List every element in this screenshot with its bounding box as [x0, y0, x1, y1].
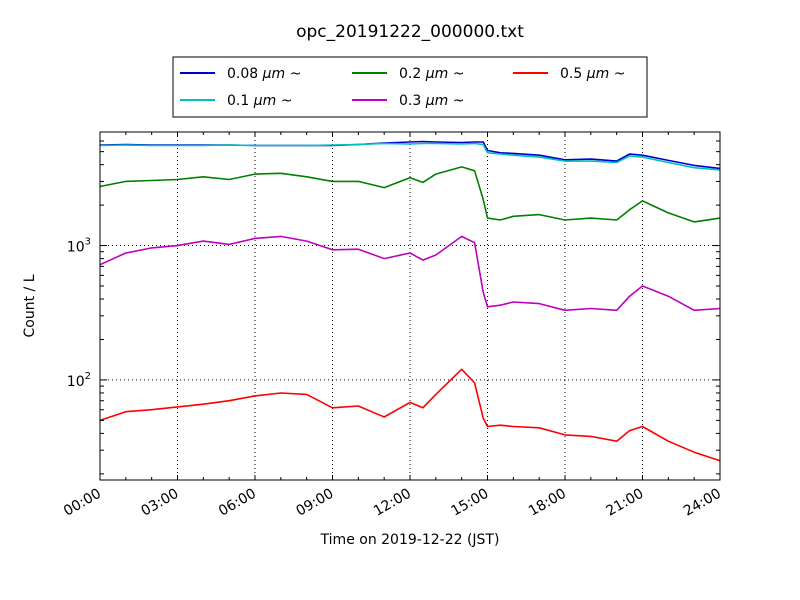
x-axis-label: Time on 2019-12-22 (JST)	[320, 532, 500, 548]
legend-unit: μm	[425, 66, 449, 82]
legend-value: 0.1	[227, 93, 249, 109]
legend-tilde: ~	[290, 66, 302, 82]
legend-tilde: ~	[614, 66, 626, 82]
legend-tilde: ~	[453, 66, 465, 82]
y-tick-exponent: 3	[85, 237, 91, 248]
plot-series	[99, 140, 721, 462]
y-tick-base: 10	[67, 374, 85, 390]
grid	[100, 132, 720, 480]
legend-unit: μm	[253, 93, 277, 109]
chart-title: opc_20191222_000000.txt	[296, 22, 524, 42]
y-tick-base: 10	[67, 240, 85, 256]
legend-unit: μm	[262, 66, 286, 82]
series-line-3	[99, 235, 721, 312]
series-line-1	[99, 142, 721, 171]
legend-tilde: ~	[453, 93, 465, 109]
y-axis-label: Count / L	[22, 274, 38, 337]
legend-value: 0.2	[399, 66, 421, 82]
series-line-2	[99, 166, 721, 223]
legend-label: 0.2 μm ~	[399, 66, 464, 82]
legend-label: 0.3 μm ~	[399, 93, 464, 109]
legend-value: 0.08	[227, 66, 258, 82]
legend-value: 0.3	[399, 93, 421, 109]
legend-label: 0.1 μm ~	[227, 93, 292, 109]
y-tick-label: 102	[67, 371, 91, 390]
legend-value: 0.5	[560, 66, 582, 82]
legend: 0.08 μm ~0.1 μm ~0.2 μm ~0.3 μm ~0.5 μm …	[172, 56, 648, 118]
legend-box	[172, 56, 648, 118]
legend-tilde: ~	[281, 93, 293, 109]
legend-label: 0.5 μm ~	[560, 66, 625, 82]
series-line-4	[99, 368, 721, 462]
y-tick-exponent: 2	[85, 371, 91, 382]
y-tick-label: 103	[67, 237, 91, 256]
legend-label: 0.08 μm ~	[227, 66, 301, 82]
legend-unit: μm	[586, 66, 610, 82]
legend-unit: μm	[425, 93, 449, 109]
